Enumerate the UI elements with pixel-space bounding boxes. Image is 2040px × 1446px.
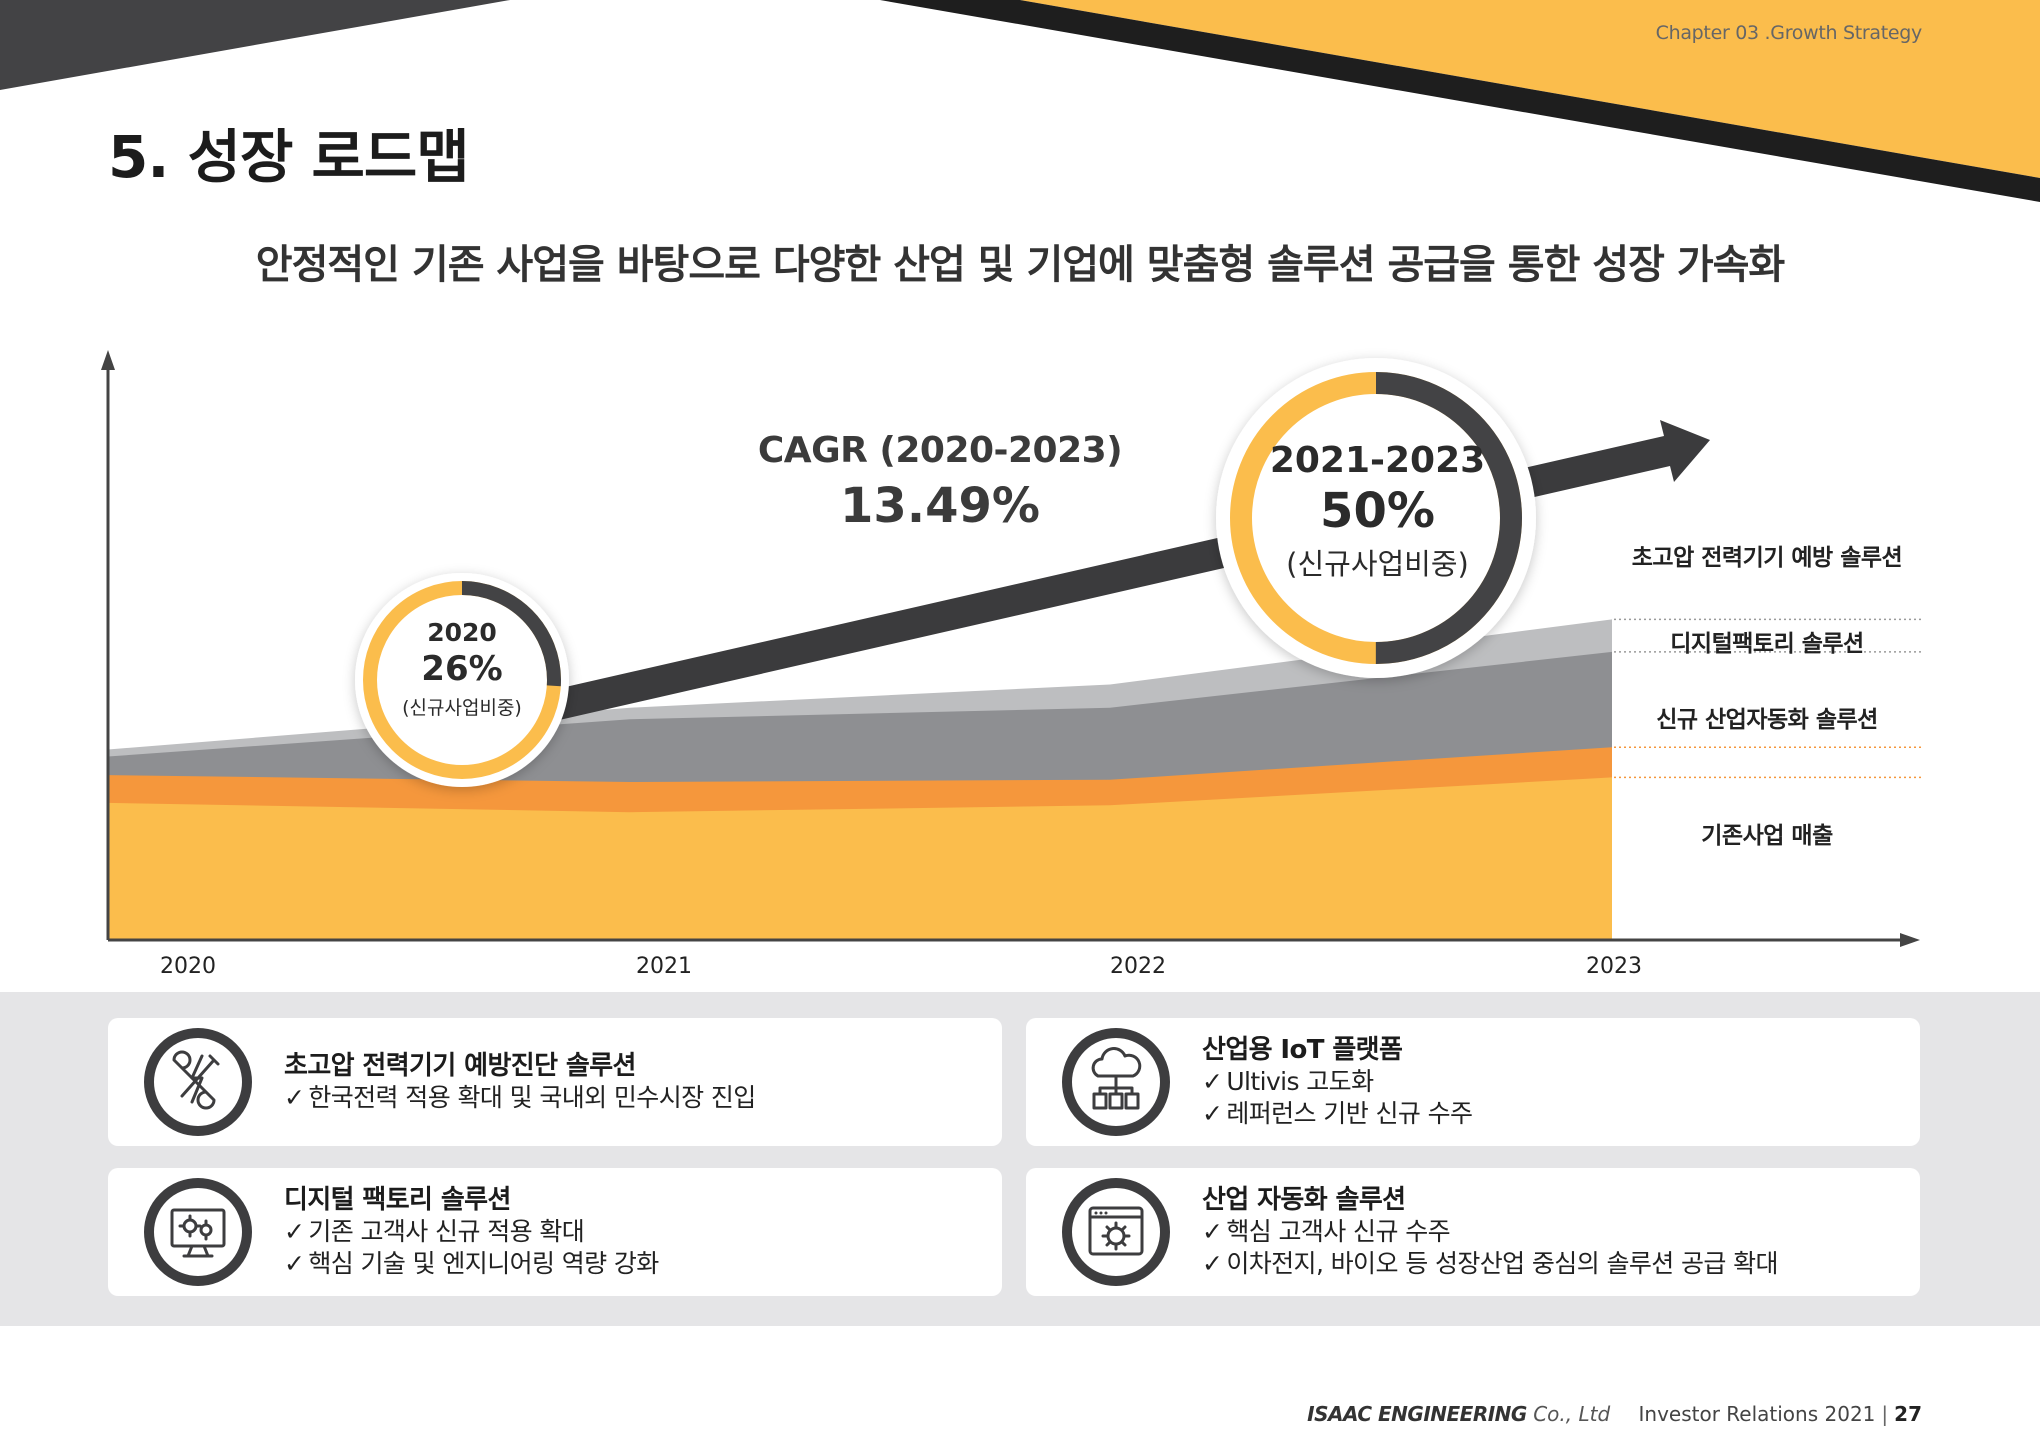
- header-decoration: [0, 0, 2040, 202]
- footer-brand-suffix: Co., Ltd: [1533, 1402, 1611, 1426]
- page-number: 27: [1894, 1402, 1922, 1426]
- top-right-dark-stripe: [880, 0, 2040, 202]
- x-tick-2023: 2023: [1586, 954, 1642, 979]
- donut-2021-2023-note: (신규사업비중): [1286, 547, 1469, 581]
- donut-2020-text: 2020 26% (신규사업비중): [370, 618, 554, 720]
- card-title: 디지털 팩토리 솔루션: [284, 1185, 511, 1215]
- card-bullet: ✓ Ultivis 고도화: [1202, 1067, 1374, 1096]
- card-bullet: ✓ 핵심 고객사 신규 수주: [1202, 1217, 1451, 1246]
- donut-2021-2023-ring: [1216, 358, 1536, 678]
- top-left-dark-shape: [0, 0, 510, 90]
- footer: ISAAC ENGINEERING Co., Ltd Investor Rela…: [1307, 1402, 1922, 1426]
- check-icon: ✓: [1202, 1249, 1223, 1278]
- area-existing-business: [108, 777, 1612, 940]
- card-bullet: ✓ 핵심 기술 및 엔지니어링 역량 강화: [284, 1249, 659, 1278]
- growth-area-chart: [101, 350, 1922, 947]
- x-tick-2022: 2022: [1110, 954, 1166, 979]
- page-subtitle: 안정적인 기존 사업을 바탕으로 다양한 산업 및 기업에 맞춤형 솔루션 공급…: [255, 242, 1785, 288]
- x-tick-2020: 2020: [160, 954, 216, 979]
- y-axis-arrowhead: [101, 350, 115, 370]
- solution-cards-band: 초고압 전력기기 예방진단 솔루션 ✓ 한국전력 적용 확대 및 국내외 민수시장…: [0, 992, 2040, 1326]
- card-bullet: ✓ 레퍼런스 기반 신규 수주: [1202, 1099, 1473, 1128]
- chapter-label: Chapter 03 .Growth Strategy: [1655, 22, 1923, 44]
- donut-2020-value: 26%: [421, 649, 503, 689]
- check-icon: ✓: [284, 1217, 305, 1246]
- check-icon: ✓: [284, 1083, 305, 1112]
- legend-series-new-automation: 신규 산업자동화 솔루션: [1656, 707, 1878, 733]
- card-industrial-automation: 산업 자동화 솔루션 ✓ 핵심 고객사 신규 수주 ✓ 이차전지, 바이오 등 성장…: [1026, 1168, 1920, 1296]
- check-icon: ✓: [1202, 1217, 1223, 1246]
- card-bullet: ✓ 이차전지, 바이오 등 성장산업 중심의 솔루션 공급 확대: [1202, 1249, 1779, 1278]
- check-icon: ✓: [1202, 1099, 1223, 1128]
- donut-2021-2023-value: 50%: [1320, 483, 1435, 539]
- card-title: 산업용 IoT 플랫폼: [1202, 1035, 1403, 1065]
- footer-separator: |: [1881, 1402, 1889, 1426]
- footer-brand: ISAAC ENGINEERING: [1307, 1402, 1527, 1426]
- donut-2020-ring: [355, 573, 569, 787]
- card-digital-factory: 디지털 팩토리 솔루션 ✓ 기존 고객사 신규 적용 확대 ✓ 핵심 기술 및 엔지…: [108, 1168, 1002, 1296]
- monitor-gears-icon: [144, 1178, 252, 1286]
- cagr-value: 13.49%: [840, 478, 1040, 534]
- x-axis-arrowhead: [1900, 933, 1920, 947]
- legend-series-existing-business: 기존사업 매출: [1701, 823, 1833, 849]
- browser-gear-icon: [1062, 1178, 1170, 1286]
- donut-2021-2023-text: 2021-2023 50% (신규사업비중): [1240, 440, 1515, 583]
- card-hv-diagnosis: 초고압 전력기기 예방진단 솔루션 ✓ 한국전력 적용 확대 및 국내외 민수시장…: [108, 1018, 1002, 1146]
- footer-report: Investor Relations 2021: [1638, 1402, 1876, 1426]
- card-bullet: ✓ 기존 고객사 신규 적용 확대: [284, 1217, 585, 1246]
- donut-2020-year: 2020: [427, 618, 497, 647]
- x-tick-2021: 2021: [636, 954, 692, 979]
- check-icon: ✓: [284, 1249, 305, 1278]
- check-icon: ✓: [1202, 1067, 1223, 1096]
- card-bullet: ✓ 한국전력 적용 확대 및 국내외 민수시장 진입: [284, 1083, 756, 1112]
- card-iot-platform: 산업용 IoT 플랫폼 ✓ Ultivis 고도화 ✓ 레퍼런스 기반 신규 수주: [1026, 1018, 1920, 1146]
- card-title: 산업 자동화 솔루션: [1202, 1185, 1406, 1215]
- page-title: 5. 성장 로드맵: [108, 123, 470, 191]
- cagr-label: CAGR (2020-2023): [757, 430, 1123, 471]
- card-title: 초고압 전력기기 예방진단 솔루션: [284, 1051, 636, 1081]
- tools-lightning-icon: [144, 1028, 252, 1136]
- cloud-network-icon: [1062, 1028, 1170, 1136]
- donut-2020-note: (신규사업비중): [402, 697, 522, 719]
- legend-series-hv-prevention: 초고압 전력기기 예방 솔루션: [1631, 545, 1903, 571]
- legend-series-digital-factory: 디지털팩토리 솔루션: [1670, 631, 1864, 657]
- donut-2021-2023-year: 2021-2023: [1269, 440, 1486, 481]
